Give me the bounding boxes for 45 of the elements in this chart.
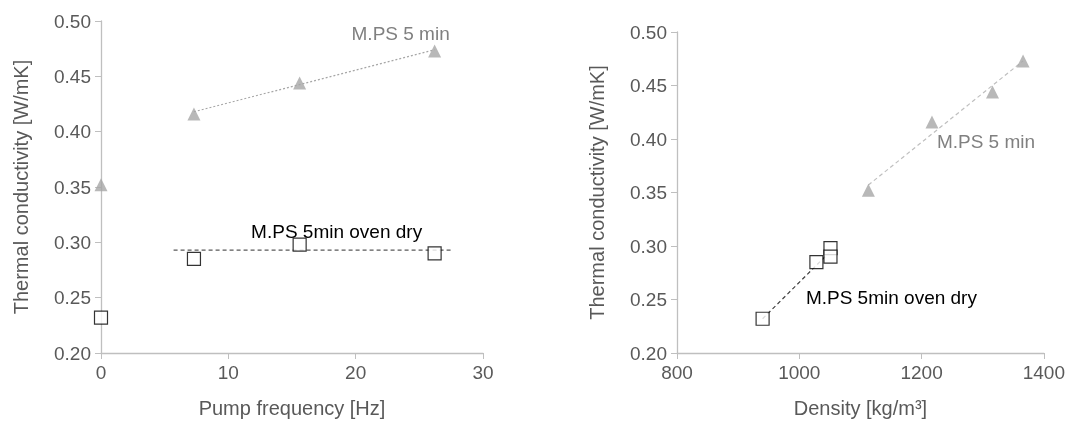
y-axis-title: Thermal conductivity [W/mK] xyxy=(586,65,608,320)
series-label: M.PS 5 min xyxy=(936,131,1036,153)
point xyxy=(292,237,307,252)
point xyxy=(809,254,824,270)
y-tick-label: 0.35 xyxy=(630,182,667,203)
x-tick-label: 1400 xyxy=(1022,362,1066,383)
y-tick-label: 0.40 xyxy=(630,128,667,150)
x-axis-title: Density [kg/m³] xyxy=(793,397,928,419)
series-label: M.PS 5min oven dry xyxy=(805,286,978,308)
y-tick-label: 0.35 xyxy=(54,176,91,198)
x-tick-label: 800 xyxy=(661,362,693,383)
point xyxy=(427,246,442,261)
point xyxy=(925,115,939,129)
x-tick-label: 0 xyxy=(95,362,107,383)
point xyxy=(187,107,201,121)
y-tick-label: 0.45 xyxy=(630,75,667,96)
point xyxy=(986,85,999,99)
point xyxy=(1016,54,1030,68)
point xyxy=(94,178,108,192)
series-label: M.PS 5 min xyxy=(351,23,450,45)
point xyxy=(428,44,442,58)
y-tick-label: 0.30 xyxy=(630,235,667,257)
y-tick-label: 0.45 xyxy=(54,65,91,87)
y-tick-label: 0.20 xyxy=(630,342,667,364)
y-tick-label: 0.25 xyxy=(54,287,91,309)
point xyxy=(861,183,875,197)
y-tick-label: 0.40 xyxy=(54,121,91,143)
x-tick-label: 10 xyxy=(217,362,239,383)
x-tick-label: 1200 xyxy=(900,362,943,383)
point xyxy=(93,310,109,325)
y-tick-label: 0.50 xyxy=(630,21,667,43)
point xyxy=(823,249,838,264)
point xyxy=(293,76,307,90)
y-tick-label: 0.50 xyxy=(54,10,91,32)
x-tick-label: 20 xyxy=(345,362,367,383)
y-tick-label: 0.25 xyxy=(630,289,667,310)
point xyxy=(755,311,770,326)
y-tick-label: 0.30 xyxy=(54,231,91,253)
x-axis-title: Pump frequency [Hz] xyxy=(198,397,386,419)
x-tick-label: 30 xyxy=(472,362,494,383)
x-tick-label: 1000 xyxy=(778,362,821,383)
series-label: M.PS 5min oven dry xyxy=(251,221,423,243)
y-axis-title: Thermal conductivity [W/mK] xyxy=(10,59,32,315)
y-tick-label: 0.20 xyxy=(54,342,91,364)
point xyxy=(186,251,202,267)
